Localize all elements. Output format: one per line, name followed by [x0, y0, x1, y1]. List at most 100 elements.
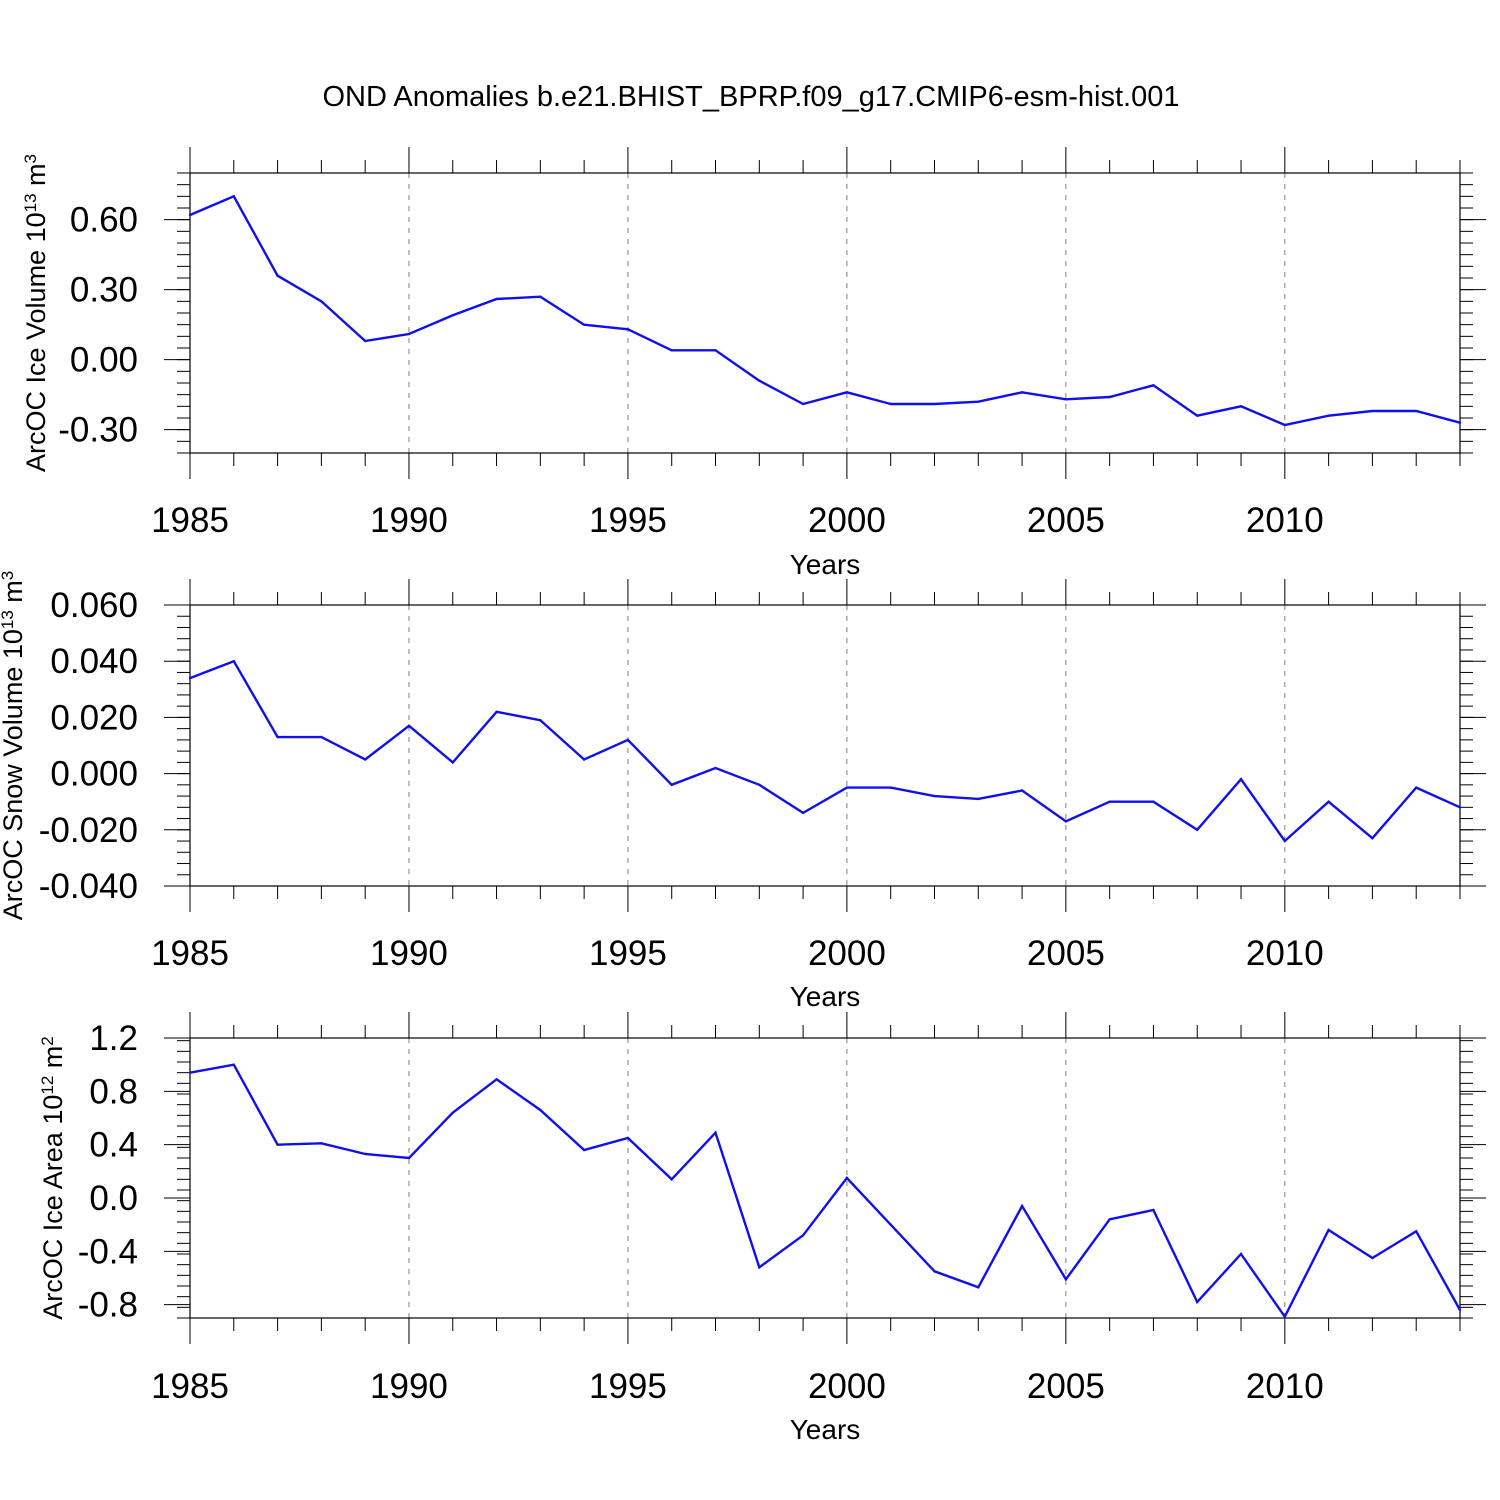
x-tick-label: 1985 — [151, 934, 229, 973]
data-point — [1371, 1256, 1374, 1260]
y-axis-title-superscript: 2 — [38, 1036, 57, 1045]
x-tick-label: 1985 — [151, 501, 229, 540]
data-point — [320, 735, 323, 739]
data-point — [714, 766, 717, 770]
x-axis-title: Years — [790, 1414, 861, 1445]
data-point — [539, 1108, 542, 1112]
x-tick-label: 1995 — [589, 1367, 667, 1406]
data-point — [495, 710, 498, 713]
data-point — [320, 1142, 323, 1145]
y-axis-title-superscript: 3 — [0, 571, 17, 580]
x-tick-label: 2005 — [1027, 501, 1105, 540]
series-line — [189, 1063, 1462, 1320]
data-point — [276, 274, 279, 277]
y-tick-label: -0.040 — [39, 867, 138, 906]
data-point — [539, 719, 542, 722]
x-tick-label: 2010 — [1246, 934, 1324, 973]
y-tick-label: 0.30 — [70, 271, 138, 310]
y-tick-label: 0.040 — [50, 642, 138, 681]
panels: 1985 1990 1995 2000 2005 2010 Years -0.30 0.00 0.… — [0, 147, 1486, 1445]
data-point — [1064, 820, 1068, 823]
data-point — [801, 1234, 805, 1237]
data-point — [889, 1223, 892, 1226]
data-point — [1283, 1315, 1287, 1318]
y-tick-label: 0.4 — [89, 1126, 138, 1165]
data-point — [363, 758, 367, 761]
data-point — [1239, 405, 1243, 408]
data-point — [276, 1143, 279, 1146]
data-point — [1108, 395, 1111, 399]
x-tick-label: 2000 — [808, 501, 886, 540]
data-point — [188, 676, 192, 680]
data-point — [495, 1078, 498, 1081]
x-tick-label: 2005 — [1027, 1367, 1105, 1406]
data-point — [276, 735, 279, 739]
data-point — [451, 1111, 454, 1114]
data-point — [582, 323, 586, 326]
y-tick-label: 0.00 — [70, 341, 138, 380]
data-point — [714, 1131, 717, 1134]
data-point — [1415, 1230, 1418, 1233]
x-tick-label: 1990 — [370, 1367, 448, 1406]
chart-panel-1: 1985 1990 1995 2000 2005 2010 Years -0.30 0.00 0.… — [21, 147, 1486, 580]
x-axis-title: Years — [790, 981, 861, 1012]
data-point — [801, 811, 805, 815]
y-axis-title: ArcOC Snow Volume 1013 m3 — [0, 571, 28, 921]
y-axis-title-part: m — [0, 580, 28, 610]
data-point — [1458, 806, 1462, 809]
plot-frame — [189, 1037, 1461, 1319]
data-point — [845, 1176, 849, 1180]
data-point — [758, 379, 761, 382]
data-point — [670, 783, 673, 787]
y-axis-title-superscript: 13 — [21, 193, 40, 212]
y-axis-title-part: m — [38, 1046, 68, 1076]
x-tick-label: 2000 — [808, 934, 886, 973]
data-point — [232, 195, 235, 198]
data-point — [232, 660, 235, 663]
data-point — [1064, 398, 1068, 401]
y-tick-label: -0.4 — [78, 1232, 138, 1271]
data-point — [1327, 1228, 1330, 1232]
data-point — [1196, 828, 1199, 831]
plot-frame — [189, 604, 1461, 887]
data-point — [1239, 778, 1243, 781]
series-line — [189, 194, 1461, 427]
data-point — [758, 1266, 761, 1269]
data-point — [626, 1136, 630, 1140]
y-axis-title-part: ArcOC Snow Volume 10 — [0, 629, 28, 920]
data-point — [1108, 800, 1111, 803]
data-point — [320, 300, 323, 303]
data-point — [626, 738, 630, 742]
data-point — [232, 1063, 235, 1066]
data-point — [889, 786, 892, 789]
series-line — [189, 659, 1461, 843]
data-point — [670, 1178, 673, 1181]
data-point — [451, 761, 454, 764]
data-point — [451, 314, 454, 317]
data-point — [1415, 409, 1418, 413]
x-axis-title: Years — [790, 549, 861, 580]
data-point — [845, 786, 849, 789]
x-tick-label: 2010 — [1246, 501, 1324, 540]
data-point — [1415, 786, 1418, 789]
x-tick-label: 1995 — [589, 501, 667, 540]
data-point — [363, 1152, 367, 1156]
y-tick-label: 0.8 — [89, 1072, 138, 1111]
data-point — [1020, 391, 1024, 394]
data-point — [1196, 1300, 1199, 1304]
x-tick-label: 2000 — [808, 1367, 886, 1406]
y-axis-title-part: m — [21, 163, 51, 193]
data-point — [714, 349, 717, 352]
data-point — [977, 1286, 980, 1289]
data-point — [1327, 800, 1330, 803]
data-point — [933, 1270, 936, 1273]
chart-panel-2: 1985 1990 1995 2000 2005 2010 Years -0.040 -0.02… — [0, 571, 1486, 1012]
data-point — [670, 349, 673, 352]
data-point — [889, 402, 892, 406]
data-point — [1152, 800, 1155, 803]
data-point — [1152, 1208, 1155, 1212]
data-point — [1020, 1204, 1024, 1208]
data-point — [363, 339, 367, 343]
data-point — [977, 797, 980, 801]
y-axis-title-part: ArcOC Ice Area 10 — [38, 1095, 68, 1320]
